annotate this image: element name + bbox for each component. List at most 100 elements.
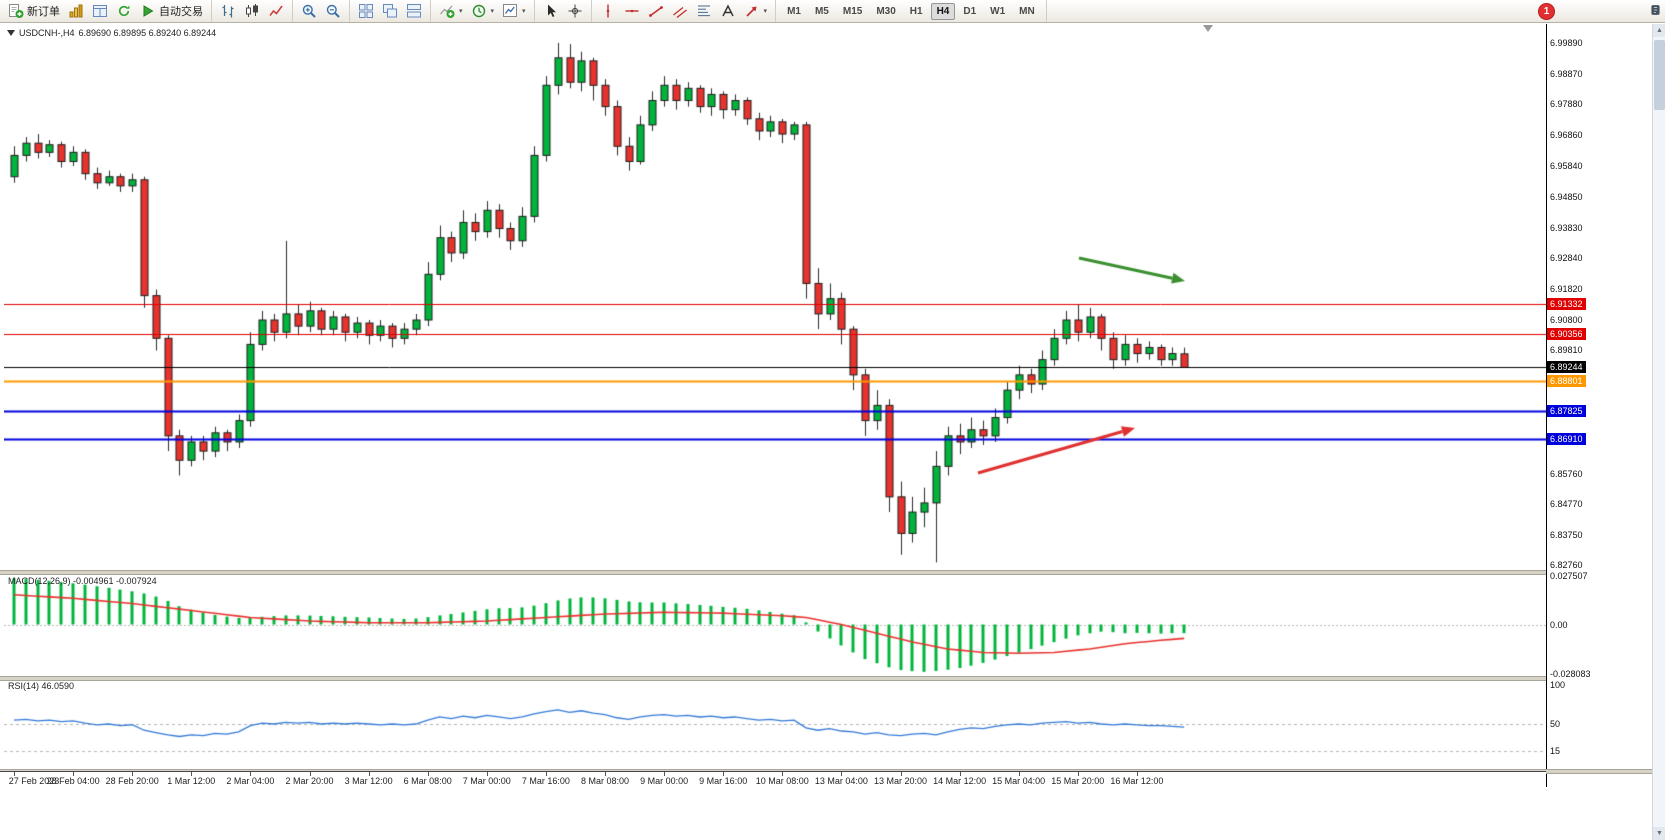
timeframe-button-m5[interactable]: M5 [814,5,829,17]
refresh-button[interactable] [112,1,136,22]
scroll-up-icon[interactable]: ▲ [1653,24,1665,37]
timeframe-button-h4[interactable]: H4 [930,2,956,20]
axis-price-label: 6.82760 [1550,560,1583,571]
time-axis-label: 15 Mar 20:00 [1051,776,1105,786]
timeframe-button-w1[interactable]: W1 [990,5,1006,17]
time-tick [841,772,842,776]
time-tick [782,772,783,776]
cascade-windows-button[interactable] [378,1,402,22]
time-tick [1019,772,1020,776]
arrows-button[interactable]: ▾ [740,1,772,22]
time-axis-label: 27 Feb 2023 [8,776,60,786]
axis-price-label: 6.96860 [1550,130,1583,141]
rsi-axis-label: 50 [1550,719,1561,729]
timeframe-button-m30[interactable]: M30 [876,5,896,17]
tile-windows-button[interactable] [354,1,378,22]
vertical-line-button[interactable] [596,1,620,22]
zoom-out-button[interactable] [321,1,345,22]
tile-icon [358,3,374,19]
time-axis-label: 14 Mar 12:00 [933,776,987,786]
rsi-axis-label: 100 [1550,680,1566,690]
rsi-chart-canvas[interactable] [4,679,1546,769]
axis-price-label: 6.94850 [1550,191,1583,202]
chart-ohlc-values: 6.89690 6.89895 6.89240 6.89244 [78,28,217,38]
time-tick [73,772,74,776]
arrange-windows-button[interactable] [402,1,426,22]
line-chart-icon [268,3,284,19]
horizontal-line-button[interactable] [620,1,644,22]
rsi-label: RSI(14) 46.0590 [8,681,75,691]
scroll-down-icon[interactable]: ▼ [1653,827,1665,840]
time-tick [960,772,961,776]
panel-splitter[interactable] [0,676,1546,681]
toolbar-right: 1 [1538,3,1555,20]
axis-price-label: 6.90800 [1550,315,1583,326]
price-axis[interactable]: 6.99890 6.98870 6.97880 6.96860 6.95840 6.948… [1547,0,1665,840]
time-tick [1078,772,1079,776]
new-order-button[interactable]: 新订单 [4,1,64,22]
time-axis[interactable]: 27 Feb 2023 28 Feb 04:00 28 Feb 20:00 1 Mar… [0,771,1546,788]
line-chart-button[interactable] [264,1,288,22]
toolbar-group: 新订单 自动交易 [0,0,212,22]
time-axis-label: 10 Mar 08:00 [755,776,809,786]
fibonacci-icon [696,3,712,19]
axis-price-label: 6.85760 [1550,468,1583,479]
time-axis-label: 13 Mar 20:00 [873,776,928,786]
timeframe-button-mn[interactable]: MN [1019,5,1035,17]
data-window-button[interactable] [88,1,112,22]
axis-price-label: 6.98870 [1550,68,1583,79]
zoom-in-button[interactable] [297,1,321,22]
time-tick [664,772,665,776]
trendline-button[interactable] [644,1,668,22]
arrange-icon [406,3,422,19]
panel-splitter[interactable] [0,570,1546,575]
price-marker-6.86910: 6.86910 [1547,432,1586,445]
time-tick [901,772,902,776]
candlestick-chart-button[interactable] [240,1,264,22]
timeframe-button-m1[interactable]: M1 [787,5,801,17]
ohlc-bars-chart-button[interactable] [216,1,240,22]
caret-down-icon: ▾ [490,8,495,15]
vline-icon [600,3,616,19]
fibonacci-button[interactable] [692,1,716,22]
axis-price-label: 6.99890 [1550,37,1583,48]
indicators-button[interactable]: ▾ [435,1,467,22]
timeframe-button-m15[interactable]: M15 [842,5,863,17]
timeframe-group: M1 M5 M15 M30 H1 H4 D1 W1 MN [776,0,1047,22]
timeframe-button-d1[interactable]: D1 [963,5,977,17]
time-axis-label: 1 Mar 12:00 [167,776,216,786]
chart-collapse-icon[interactable] [7,30,15,36]
cursor-button[interactable] [539,1,563,22]
arrows-icon [744,3,760,19]
indicators-icon [439,3,455,19]
channel-button[interactable] [668,1,692,22]
caret-down-icon: ▾ [459,8,463,15]
chart-gold-icon [68,3,84,19]
axis-price-label: 6.83750 [1550,529,1583,540]
axis-price-label: 6.97880 [1550,99,1583,110]
price-chart-canvas[interactable] [4,24,1546,570]
time-tick [250,772,251,776]
scrollbar-thumb[interactable] [1654,40,1665,110]
periods-button[interactable]: ▾ [467,1,499,22]
time-axis-label: 9 Mar 00:00 [640,776,689,786]
chart-bars-button[interactable] [64,1,88,22]
axis-price-label: 6.95840 [1550,161,1583,172]
time-axis-label: 9 Mar 16:00 [699,776,748,786]
chart-title: USDCNH-,H4 6.89690 6.89895 6.89240 6.892… [7,28,216,38]
time-tick [428,772,429,776]
auto-trading-button[interactable]: 自动交易 [136,1,207,22]
axis-price-label: 6.93830 [1550,222,1583,233]
toolbar-end-icon[interactable] [1649,2,1662,18]
notification-badge[interactable]: 1 [1538,3,1555,20]
crosshair-button[interactable] [563,1,587,22]
timeframe-button-h1[interactable]: H1 [909,5,923,17]
clock-icon [471,3,487,19]
vertical-scrollbar[interactable]: ▲ ▼ [1652,24,1665,840]
play-icon [140,3,156,19]
chart-shift-marker[interactable] [1203,25,1213,32]
templates-button[interactable]: ▾ [498,1,530,22]
text-button[interactable] [716,1,740,22]
macd-chart-canvas[interactable] [4,573,1546,676]
